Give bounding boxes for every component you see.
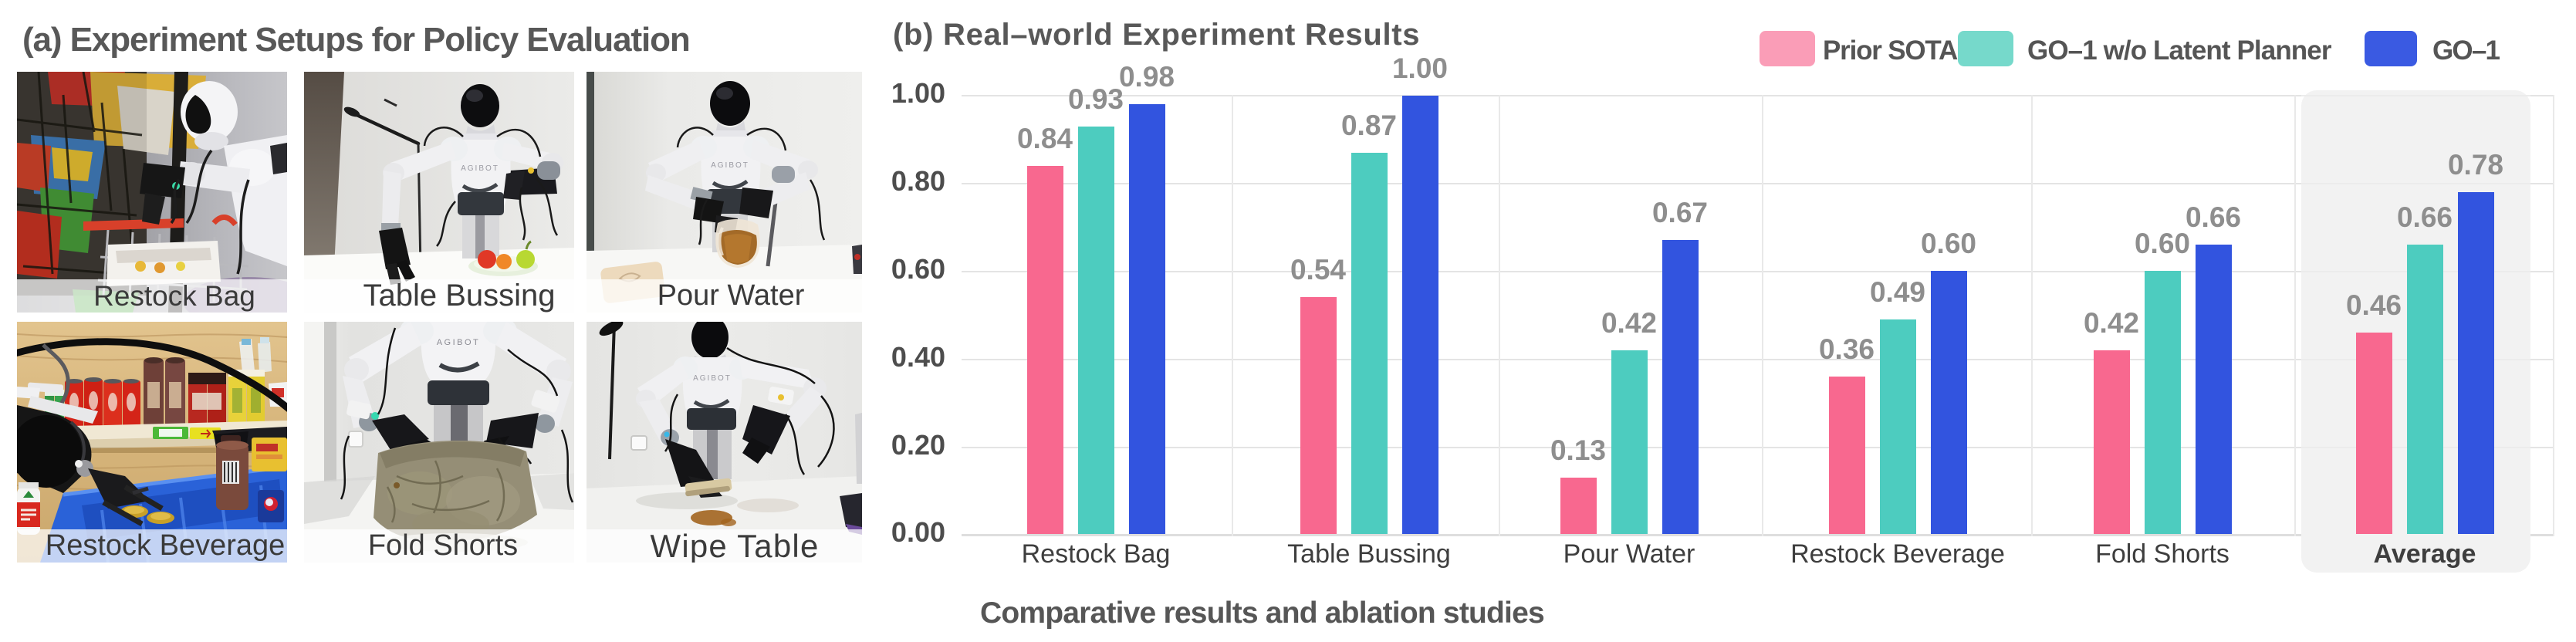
- svg-text:AGIBOT: AGIBOT: [693, 374, 732, 383]
- svg-text:AGIBOT: AGIBOT: [461, 164, 499, 173]
- svg-text:AGIBOT: AGIBOT: [437, 338, 481, 347]
- svg-text:AGIBOT: AGIBOT: [711, 161, 749, 170]
